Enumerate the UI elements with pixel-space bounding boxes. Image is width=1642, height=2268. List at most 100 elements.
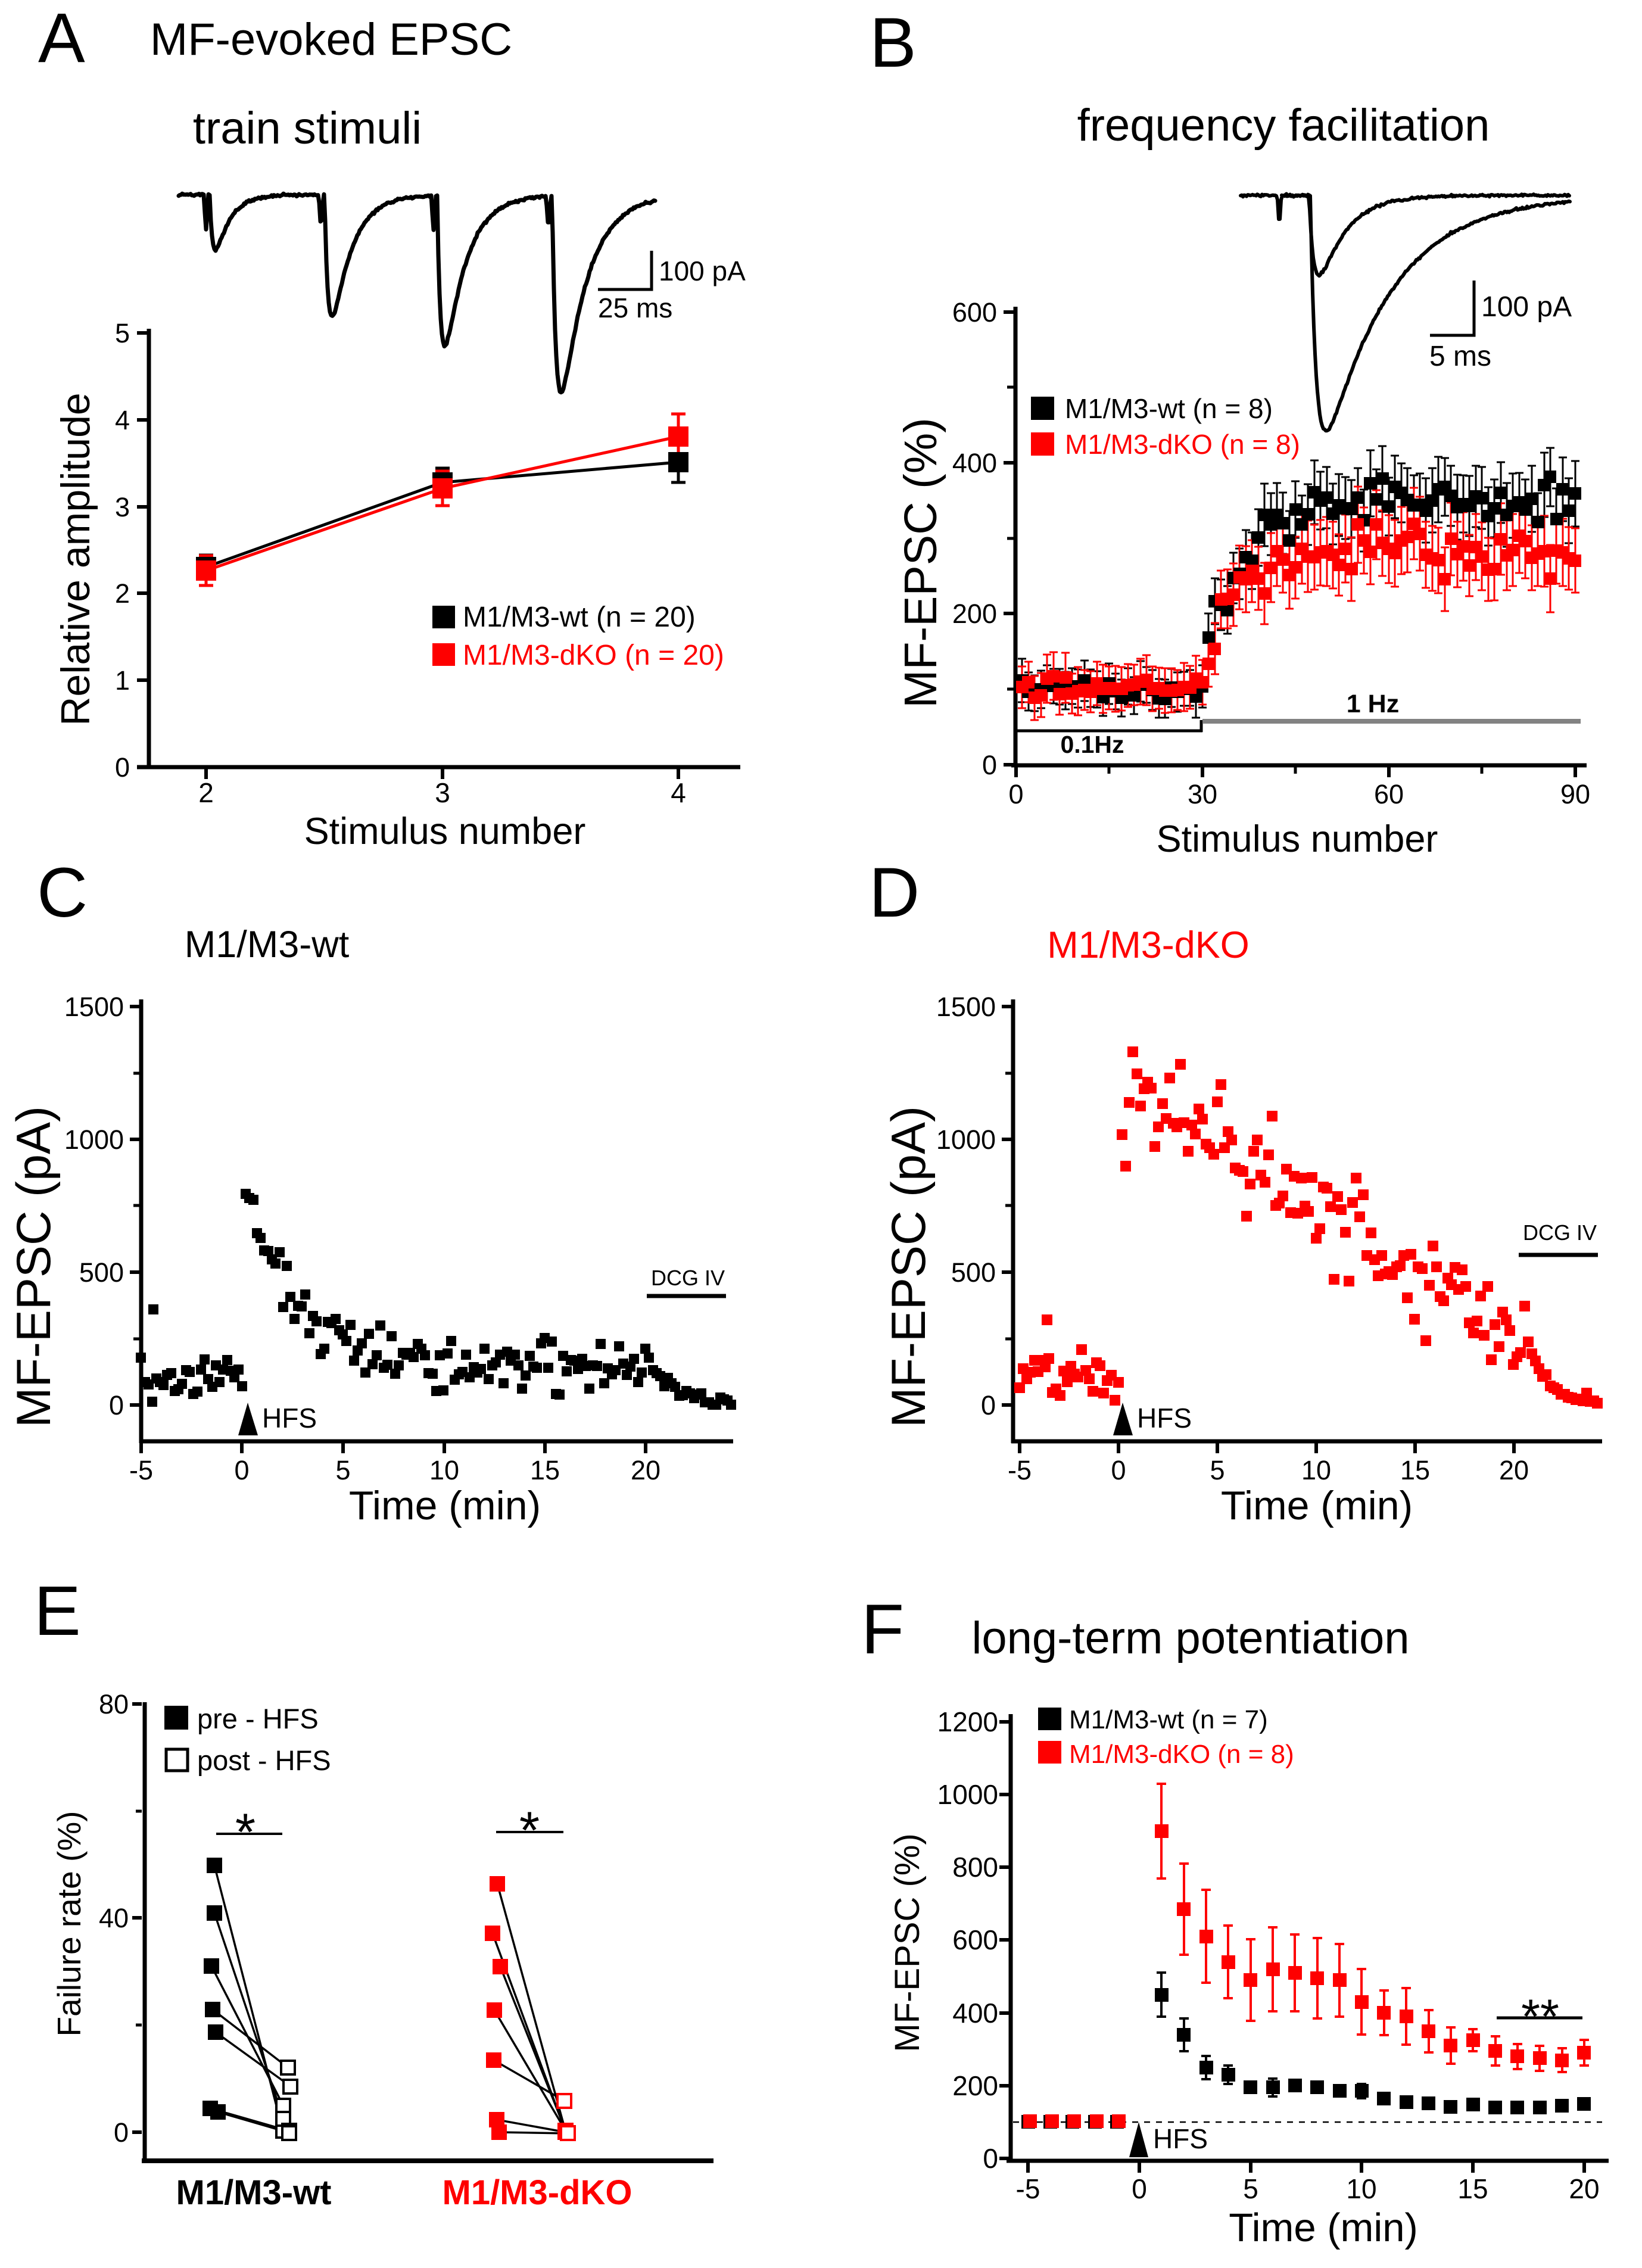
- svg-text:M1/M3-dKO: M1/M3-dKO: [1047, 924, 1250, 966]
- svg-text:Time (min): Time (min): [1221, 1483, 1413, 1528]
- svg-text:15: 15: [1400, 1455, 1430, 1485]
- svg-text:MF-EPSC (%): MF-EPSC (%): [888, 1833, 927, 2052]
- svg-text:100 pA: 100 pA: [659, 256, 746, 286]
- svg-text:Relative amplitude: Relative amplitude: [53, 392, 98, 725]
- svg-text:M1/M3-wt (n = 20): M1/M3-wt (n = 20): [463, 602, 696, 633]
- svg-text:15: 15: [1457, 2173, 1488, 2204]
- svg-text:200: 200: [952, 2070, 998, 2101]
- svg-text:4: 4: [115, 405, 130, 435]
- svg-text:long-term potentiation: long-term potentiation: [971, 1613, 1409, 1663]
- svg-text:5: 5: [115, 318, 130, 348]
- svg-text:500: 500: [79, 1257, 124, 1288]
- svg-text:M1/M3-dKO (n = 8): M1/M3-dKO (n = 8): [1065, 429, 1300, 460]
- svg-text:1 Hz: 1 Hz: [1347, 690, 1399, 718]
- svg-text:80: 80: [99, 1689, 129, 1719]
- svg-text:0.1Hz: 0.1Hz: [1060, 731, 1124, 758]
- svg-text:1: 1: [115, 665, 130, 696]
- svg-text:100 pA: 100 pA: [1481, 291, 1572, 323]
- svg-text:C: C: [37, 853, 88, 932]
- svg-text:B: B: [870, 4, 917, 82]
- svg-text:0: 0: [234, 1455, 249, 1485]
- svg-text:MF-EPSC (pA): MF-EPSC (pA): [7, 1106, 61, 1428]
- svg-text:3: 3: [435, 777, 450, 808]
- svg-text:Stimulus number: Stimulus number: [304, 811, 586, 852]
- svg-text:5: 5: [1243, 2173, 1258, 2204]
- svg-text:Time (min): Time (min): [349, 1483, 541, 1528]
- svg-text:MF-EPSC (%): MF-EPSC (%): [895, 418, 946, 708]
- svg-text:20: 20: [631, 1455, 660, 1485]
- svg-text:3: 3: [115, 492, 130, 522]
- svg-text:HFS: HFS: [262, 1403, 317, 1434]
- svg-text:5: 5: [1210, 1455, 1225, 1485]
- svg-text:M1/M3-dKO (n = 8): M1/M3-dKO (n = 8): [1069, 1740, 1294, 1769]
- svg-text:*: *: [235, 1802, 256, 1861]
- svg-text:40: 40: [99, 1903, 129, 1933]
- svg-text:400: 400: [952, 448, 997, 478]
- svg-text:-5: -5: [1016, 2173, 1040, 2204]
- svg-text:D: D: [869, 853, 920, 932]
- svg-text:0: 0: [115, 752, 130, 783]
- svg-text:*: *: [519, 1800, 540, 1859]
- svg-text:M1/M3-dKO: M1/M3-dKO: [443, 2173, 633, 2212]
- svg-text:0: 0: [1111, 1455, 1126, 1485]
- svg-text:DCG IV: DCG IV: [651, 1266, 725, 1290]
- svg-text:MF-EPSC (pA): MF-EPSC (pA): [882, 1106, 936, 1428]
- svg-text:25 ms: 25 ms: [598, 292, 672, 323]
- svg-text:**: **: [1521, 1990, 1559, 2044]
- svg-text:200: 200: [952, 599, 997, 629]
- svg-text:1500: 1500: [64, 992, 124, 1022]
- svg-text:90: 90: [1560, 779, 1590, 809]
- svg-text:MF-evoked EPSC: MF-evoked EPSC: [150, 14, 512, 65]
- svg-text:-5: -5: [1008, 1455, 1032, 1485]
- svg-text:800: 800: [952, 1852, 998, 1883]
- svg-text:frequency facilitation: frequency facilitation: [1077, 100, 1490, 151]
- svg-text:0: 0: [981, 1390, 996, 1420]
- svg-text:60: 60: [1374, 779, 1404, 809]
- svg-text:HFS: HFS: [1137, 1403, 1192, 1434]
- svg-text:M1/M3-wt (n = 7): M1/M3-wt (n = 7): [1069, 1705, 1268, 1734]
- svg-text:Time (min): Time (min): [1229, 2205, 1418, 2250]
- svg-text:4: 4: [671, 777, 686, 808]
- svg-text:-5: -5: [129, 1455, 153, 1485]
- svg-text:600: 600: [952, 1924, 998, 1955]
- svg-text:5 ms: 5 ms: [1429, 341, 1491, 372]
- svg-text:20: 20: [1569, 2173, 1599, 2204]
- svg-text:20: 20: [1499, 1455, 1529, 1485]
- svg-text:0: 0: [109, 1390, 124, 1420]
- svg-text:600: 600: [952, 297, 997, 328]
- svg-text:1000: 1000: [936, 1124, 996, 1155]
- svg-text:DCG IV: DCG IV: [1523, 1220, 1597, 1245]
- svg-text:M1/M3-wt: M1/M3-wt: [176, 2173, 332, 2212]
- svg-text:1000: 1000: [64, 1124, 124, 1155]
- svg-text:M1/M3-wt: M1/M3-wt: [185, 924, 350, 965]
- svg-text:2: 2: [115, 578, 130, 609]
- svg-text:M1/M3-wt (n = 8): M1/M3-wt (n = 8): [1065, 393, 1273, 424]
- svg-text:Failure rate (%): Failure rate (%): [51, 1811, 88, 2037]
- svg-text:1500: 1500: [936, 992, 996, 1022]
- svg-text:1000: 1000: [937, 1779, 998, 1810]
- svg-text:pre - HFS: pre - HFS: [197, 1703, 319, 1734]
- svg-text:10: 10: [429, 1455, 459, 1485]
- svg-text:A: A: [38, 0, 85, 77]
- svg-text:0: 0: [114, 2117, 129, 2148]
- svg-text:30: 30: [1188, 779, 1217, 809]
- svg-text:0: 0: [1132, 2173, 1147, 2204]
- svg-text:train stimuli: train stimuli: [193, 103, 422, 154]
- svg-text:400: 400: [952, 1998, 998, 2029]
- svg-text:post - HFS: post - HFS: [197, 1744, 331, 1776]
- svg-text:500: 500: [951, 1257, 996, 1288]
- svg-text:M1/M3-dKO (n = 20): M1/M3-dKO (n = 20): [463, 640, 724, 671]
- svg-text:0: 0: [982, 750, 997, 780]
- svg-text:0: 0: [983, 2143, 998, 2174]
- svg-text:F: F: [861, 1590, 904, 1669]
- svg-text:0: 0: [1008, 779, 1023, 809]
- svg-text:E: E: [34, 1572, 81, 1650]
- svg-text:HFS: HFS: [1153, 2123, 1208, 2154]
- svg-text:15: 15: [530, 1455, 560, 1485]
- svg-text:10: 10: [1346, 2173, 1376, 2204]
- svg-text:1200: 1200: [937, 1706, 998, 1737]
- svg-text:2: 2: [198, 777, 214, 808]
- svg-text:5: 5: [335, 1455, 350, 1485]
- svg-text:10: 10: [1301, 1455, 1331, 1485]
- svg-text:Stimulus number: Stimulus number: [1157, 818, 1438, 860]
